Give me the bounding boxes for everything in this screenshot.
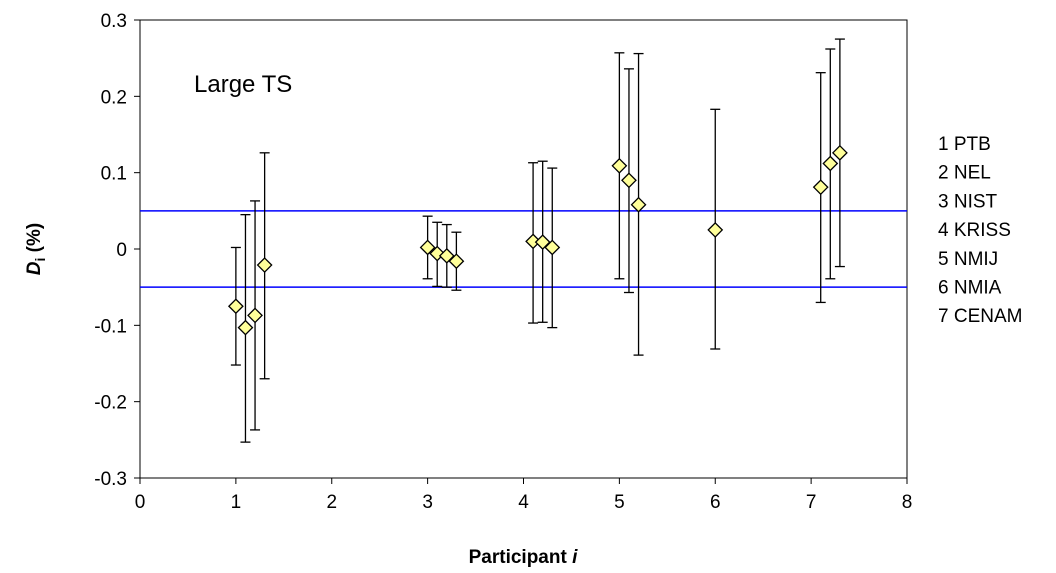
x-tick-label: 5 [614, 492, 625, 513]
data-point-marker [812, 179, 829, 196]
y-tick-label: 0.1 [101, 164, 127, 185]
data-point-marker [227, 298, 244, 315]
x-tick-label: 8 [902, 492, 913, 513]
data-point-marker [611, 157, 628, 174]
y-tick-label: -0.3 [94, 469, 127, 490]
x-axis: 0 1 2 3 4 5 6 7 8 [135, 478, 913, 513]
legend-item: 6 NMIA [938, 278, 1002, 299]
data-point-marker [525, 233, 542, 250]
data-point-marker [831, 144, 848, 161]
legend-item: 7 CENAM [938, 306, 1022, 327]
y-axis-title: Di (%) [24, 223, 48, 275]
data-points [227, 144, 848, 336]
data-point-marker [630, 196, 647, 213]
data-point-marker [237, 319, 254, 336]
data-point-marker [621, 172, 637, 189]
x-tick-label: 3 [422, 492, 433, 513]
x-tick-label: 7 [806, 492, 817, 513]
y-tick-label: -0.1 [94, 316, 127, 337]
y-tick-label: 0 [116, 240, 127, 261]
plot-area [139, 19, 908, 479]
data-point-marker [707, 221, 724, 238]
y-tick-label: 0.2 [101, 87, 127, 108]
data-point-marker [438, 247, 455, 264]
legend-item: 5 NMIJ [938, 249, 998, 270]
legend-item: 1 PTB [938, 134, 991, 155]
x-tick-label: 6 [710, 492, 721, 513]
data-point-marker [544, 239, 561, 256]
x-axis-title: Participant i [469, 547, 578, 568]
data-point-marker [256, 257, 273, 273]
data-point-marker [419, 239, 436, 256]
legend: 1 PTB 2 NEL 3 NIST 4 KRISS 5 NMIJ 6 NMIA 7 CEN… [938, 134, 1022, 327]
x-tick-label: 0 [135, 492, 146, 513]
x-tick-label: 4 [518, 492, 529, 513]
data-point-marker [247, 307, 263, 324]
x-tick-label: 1 [231, 492, 242, 513]
y-axis-title-sub: i [32, 258, 48, 262]
x-axis-title-var: i [572, 547, 578, 568]
legend-item: 2 NEL [938, 163, 991, 184]
x-tick-label: 2 [326, 492, 337, 513]
legend-item: 3 NIST [938, 191, 998, 212]
y-tick-label: -0.2 [94, 393, 127, 414]
chart-annotation: Large TS [194, 71, 292, 98]
reference-lines [140, 210, 907, 288]
data-point-marker [534, 234, 551, 251]
y-axis-title-unit: (%) [24, 223, 45, 258]
x-axis-title-main: Participant [469, 547, 572, 568]
y-axis: -0.3 -0.2 -0.1 0 0.1 0.2 0.3 [94, 11, 140, 490]
y-tick-label: 0.3 [101, 11, 127, 32]
data-point-marker [822, 155, 839, 172]
legend-item: 4 KRISS [938, 220, 1011, 241]
data-point-marker [448, 253, 465, 270]
y-axis-title-main: D [24, 261, 45, 275]
